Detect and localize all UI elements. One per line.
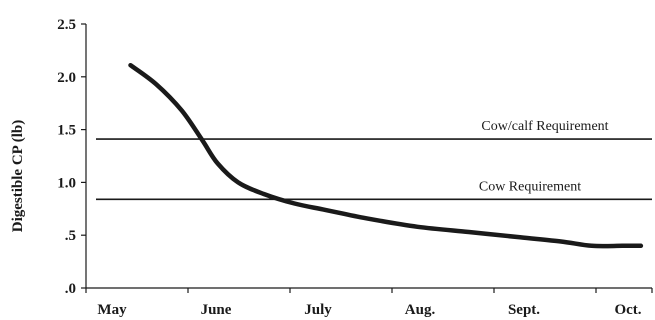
x-ticks: May June July Aug. Sept. Oct. [85,288,653,318]
y-tick-label: 2.0 [57,70,76,86]
reference-line-label: Cow Requirement [479,179,581,194]
x-tick-label: Aug. [405,302,436,318]
x-tick-label: Sept. [508,302,540,318]
y-tick-label: .5 [65,228,76,244]
y-tick-label: 1.0 [57,175,76,191]
x-tick-label: May [97,302,127,318]
reference-line-label: Cow/calf Requirement [481,119,608,134]
reference-lines: Cow/calf Requirement Cow Requirement [96,119,652,201]
y-tick-label: 1.5 [57,123,76,139]
x-tick-label: June [201,302,232,318]
series-line [128,62,644,249]
x-tick-label: Oct. [614,302,641,318]
y-tick-label: 2.5 [57,17,76,33]
x-tick-label: July [304,302,332,318]
series-group [128,62,644,249]
y-axis-title: Digestible CP (lb) [10,120,26,233]
y-tick-label: .0 [65,281,76,297]
y-ticks: .0 .5 1.0 1.5 2.0 2.5 [57,17,86,297]
